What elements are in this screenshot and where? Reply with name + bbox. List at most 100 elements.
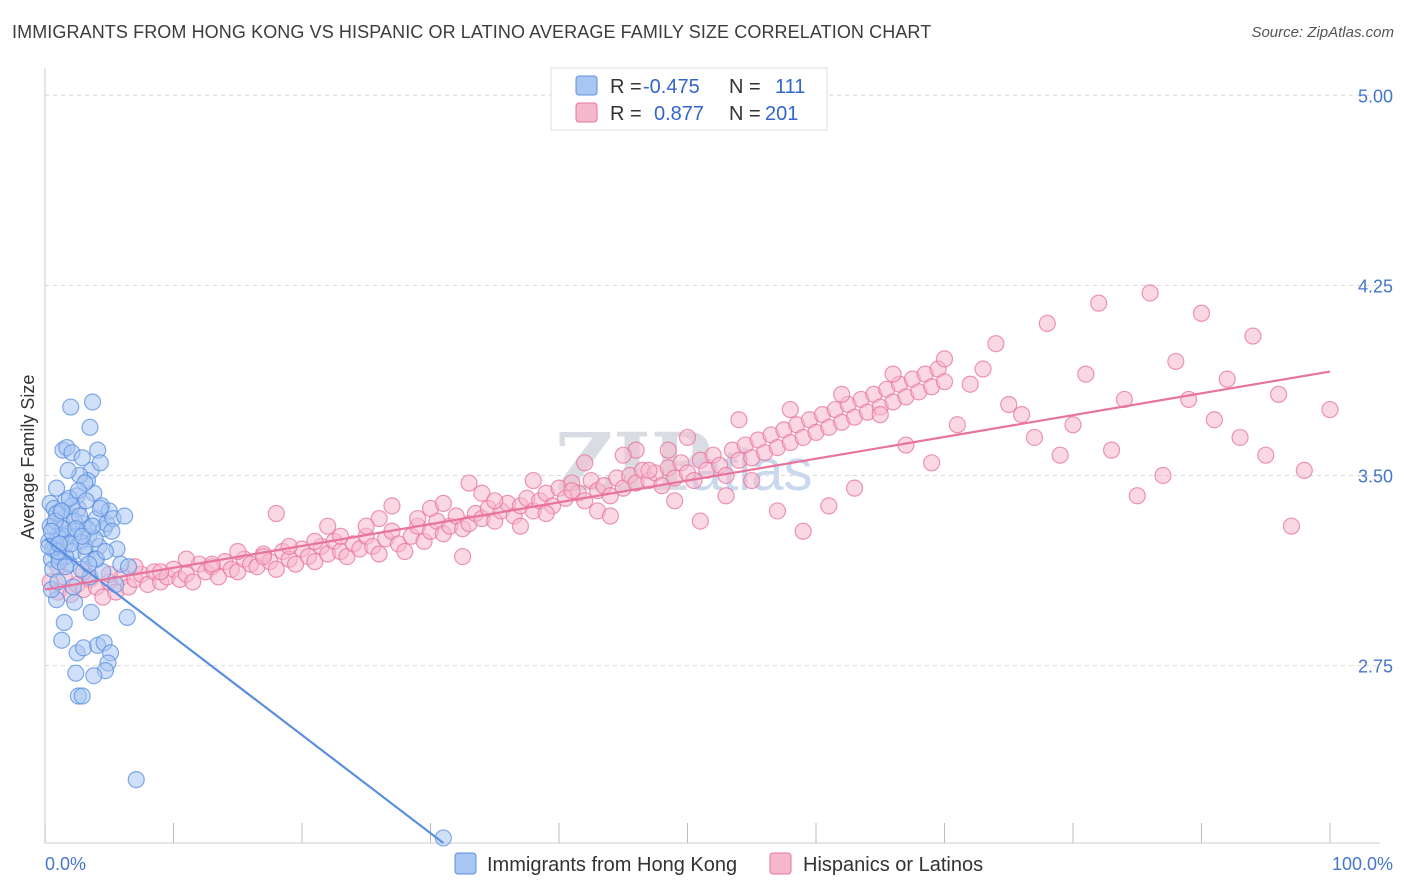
hispanics-point-162 xyxy=(1064,416,1082,434)
hispanics-point-160 xyxy=(961,375,979,393)
hong-kong-point-102 xyxy=(103,522,121,540)
series-hong-kong-points xyxy=(40,393,452,847)
hispanics-point-176 xyxy=(1102,441,1121,459)
hispanics-point-172 xyxy=(1205,411,1223,429)
hispanics-point-203 xyxy=(409,509,427,528)
hong-kong-point-41 xyxy=(116,507,134,525)
hispanics-point-161 xyxy=(1012,406,1031,424)
hong-kong-point-67 xyxy=(127,771,145,789)
hong-kong-point-51 xyxy=(55,613,73,632)
hispanics-point-164 xyxy=(1167,352,1185,371)
hispanics-point-139 xyxy=(935,373,954,391)
bottom-legend-label-hispanics: Hispanics or Latinos xyxy=(803,854,983,876)
hispanics-point-153 xyxy=(935,350,954,368)
legend-swatch-pink xyxy=(575,102,598,123)
hispanics-point-158 xyxy=(1192,304,1211,322)
hong-kong-point-66 xyxy=(73,687,91,705)
hispanics-point-145 xyxy=(524,471,542,490)
hispanics-point-178 xyxy=(1051,446,1069,464)
hong-kong-point-53 xyxy=(82,603,100,621)
hispanics-point-165 xyxy=(1218,370,1236,388)
hong-kong-point-44 xyxy=(62,398,80,416)
legend-r-label-1: R = xyxy=(610,76,642,98)
bottom-legend-label-hong-kong: Immigrants from Hong Kong xyxy=(487,854,737,876)
hispanics-point-187 xyxy=(820,497,838,515)
legend-box: R = -0.475 N = 111 R = 0.877 N = 201 xyxy=(550,67,828,131)
hispanics-point-174 xyxy=(1154,466,1172,485)
hispanics-point-141 xyxy=(319,517,337,535)
y-tick-label-0: 2.75 xyxy=(1358,657,1393,677)
legend-swatch-blue xyxy=(575,75,598,96)
hispanics-point-150 xyxy=(781,400,799,419)
hispanics-point-157 xyxy=(1141,284,1159,302)
hong-kong-point-28 xyxy=(73,449,91,467)
hispanics-point-177 xyxy=(1077,365,1095,383)
hispanics-point-220 xyxy=(659,441,677,459)
hong-kong-point-48 xyxy=(91,454,109,472)
legend-n-value-2: 201 xyxy=(765,103,798,125)
legend-n-label-2: N = xyxy=(729,103,761,125)
hispanics-point-180 xyxy=(1000,395,1018,414)
hispanics-point-170 xyxy=(1257,446,1275,464)
hispanics-point-181 xyxy=(974,360,992,378)
hong-kong-point-71 xyxy=(64,578,82,596)
hispanics-point-156 xyxy=(1090,294,1108,312)
hispanics-point-152 xyxy=(884,365,902,383)
x-tick-label-0: 0.0% xyxy=(45,854,86,874)
hong-kong-point-101 xyxy=(91,499,109,518)
hong-kong-point-98 xyxy=(77,492,95,510)
y-tick-label-1: 3.50 xyxy=(1358,466,1393,486)
hispanics-point-159 xyxy=(1244,327,1262,345)
hong-kong-point-109 xyxy=(83,517,102,535)
hispanics-point-211 xyxy=(203,555,221,573)
hispanics-point-41 xyxy=(306,553,324,571)
hong-kong-point-108 xyxy=(73,527,91,545)
trend-line-hong-kong xyxy=(44,537,445,844)
hong-kong-point-75 xyxy=(119,558,138,576)
legend-r-value-2: 0.877 xyxy=(654,103,704,125)
tick-labels: 2.75 3.50 4.25 5.00 0.0% 100.0% xyxy=(45,86,1393,874)
y-tick-label-3: 5.00 xyxy=(1358,86,1393,106)
hispanics-point-38 xyxy=(286,555,305,573)
bottom-legend-swatch-pink xyxy=(769,852,792,875)
hispanics-point-142 xyxy=(370,509,388,528)
hong-kong-point-105 xyxy=(80,555,98,573)
hispanics-point-167 xyxy=(1321,400,1339,419)
legend-r-label-2: R = xyxy=(610,103,642,125)
hong-kong-point-57 xyxy=(74,639,93,657)
hispanics-point-218 xyxy=(454,547,472,566)
hispanics-point-169 xyxy=(1282,517,1301,535)
hispanics-point-202 xyxy=(434,494,452,512)
hispanics-point-199 xyxy=(511,517,530,535)
hispanics-point-212 xyxy=(177,550,195,568)
legend-n-value-1: 111 xyxy=(775,76,805,98)
hispanics-point-205 xyxy=(357,517,375,535)
hispanics-point-144 xyxy=(473,484,491,502)
hispanics-point-166 xyxy=(1269,385,1288,403)
hispanics-point-22 xyxy=(184,573,202,591)
hispanics-point-219 xyxy=(601,507,620,525)
hispanics-point-148 xyxy=(678,428,697,447)
hong-kong-point-52 xyxy=(65,593,84,611)
hispanics-point-171 xyxy=(1231,428,1249,447)
hispanics-point-201 xyxy=(460,474,478,492)
hong-kong-point-43 xyxy=(81,418,99,436)
chart-source: Source: ZipAtlas.com xyxy=(1251,24,1394,41)
hong-kong-point-8 xyxy=(47,479,66,497)
hispanics-point-140 xyxy=(267,504,285,523)
hispanics-point-179 xyxy=(1025,428,1044,447)
hong-kong-point-100 xyxy=(53,502,71,520)
hispanics-point-155 xyxy=(1038,314,1056,332)
hispanics-point-51 xyxy=(370,545,388,563)
y-axis-title: Average Family Size xyxy=(18,375,38,540)
hispanics-point-183 xyxy=(923,454,941,472)
hispanics-point-154 xyxy=(987,335,1005,353)
bottom-legend-swatch-blue xyxy=(454,852,477,875)
hispanics-point-190 xyxy=(743,471,761,490)
hong-kong-point-54 xyxy=(118,608,136,627)
bottom-legend: Immigrants from Hong Kong Hispanics or L… xyxy=(454,852,983,876)
hong-kong-point-55 xyxy=(53,631,71,649)
hispanics-point-146 xyxy=(576,454,594,472)
hispanics-point-195 xyxy=(614,446,632,464)
series-hispanics-points xyxy=(41,284,1339,606)
